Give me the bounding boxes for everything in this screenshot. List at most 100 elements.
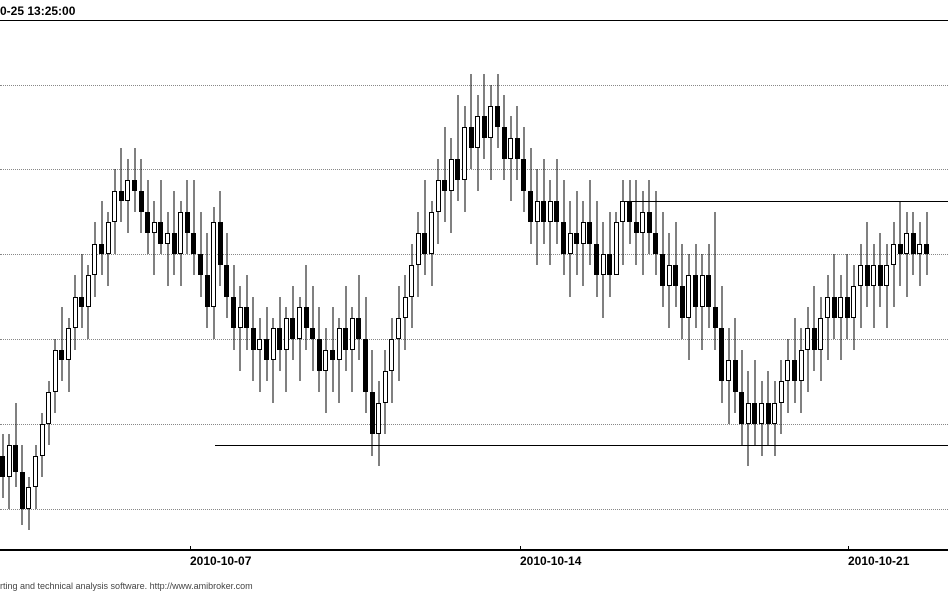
candle bbox=[884, 21, 889, 551]
axis-tick bbox=[190, 546, 191, 551]
candle bbox=[152, 21, 157, 551]
candle bbox=[733, 21, 738, 551]
candle bbox=[53, 21, 58, 551]
candle bbox=[191, 21, 196, 551]
candle bbox=[99, 21, 104, 551]
candle bbox=[686, 21, 691, 551]
candle bbox=[515, 21, 520, 551]
plot-area[interactable] bbox=[0, 20, 948, 550]
candle bbox=[825, 21, 830, 551]
candle bbox=[680, 21, 685, 551]
candle bbox=[792, 21, 797, 551]
candle bbox=[218, 21, 223, 551]
candle bbox=[0, 21, 5, 551]
candle bbox=[277, 21, 282, 551]
candle bbox=[178, 21, 183, 551]
candle bbox=[26, 21, 31, 551]
candle bbox=[726, 21, 731, 551]
candle bbox=[535, 21, 540, 551]
candle bbox=[271, 21, 276, 551]
candle bbox=[86, 21, 91, 551]
candle bbox=[832, 21, 837, 551]
candle bbox=[337, 21, 342, 551]
candle bbox=[106, 21, 111, 551]
candle bbox=[409, 21, 414, 551]
candle bbox=[185, 21, 190, 551]
candle bbox=[145, 21, 150, 551]
candle bbox=[13, 21, 18, 551]
candle bbox=[224, 21, 229, 551]
axis-label: 2010-10-21 bbox=[848, 554, 909, 568]
candle bbox=[59, 21, 64, 551]
candle bbox=[317, 21, 322, 551]
candle bbox=[759, 21, 764, 551]
candle bbox=[871, 21, 876, 551]
candle bbox=[917, 21, 922, 551]
candle bbox=[376, 21, 381, 551]
candle bbox=[416, 21, 421, 551]
candle bbox=[132, 21, 137, 551]
candle bbox=[766, 21, 771, 551]
candle bbox=[799, 21, 804, 551]
candle bbox=[554, 21, 559, 551]
candle bbox=[620, 21, 625, 551]
candle bbox=[469, 21, 474, 551]
candle bbox=[264, 21, 269, 551]
candle bbox=[475, 21, 480, 551]
candle bbox=[898, 21, 903, 551]
candle bbox=[310, 21, 315, 551]
candle bbox=[508, 21, 513, 551]
candle bbox=[422, 21, 427, 551]
candle bbox=[812, 21, 817, 551]
candle bbox=[482, 21, 487, 551]
candle bbox=[865, 21, 870, 551]
candle bbox=[713, 21, 718, 551]
candle bbox=[284, 21, 289, 551]
candle bbox=[112, 21, 117, 551]
candle bbox=[172, 21, 177, 551]
candle bbox=[878, 21, 883, 551]
candle bbox=[614, 21, 619, 551]
candle bbox=[383, 21, 388, 551]
candle bbox=[594, 21, 599, 551]
candle bbox=[158, 21, 163, 551]
candle bbox=[33, 21, 38, 551]
candle bbox=[79, 21, 84, 551]
candle bbox=[363, 21, 368, 551]
candle bbox=[304, 21, 309, 551]
candle bbox=[73, 21, 78, 551]
candle bbox=[205, 21, 210, 551]
candle bbox=[700, 21, 705, 551]
candle bbox=[92, 21, 97, 551]
candle bbox=[660, 21, 665, 551]
candle bbox=[574, 21, 579, 551]
candle bbox=[330, 21, 335, 551]
candle bbox=[238, 21, 243, 551]
chart-timestamp: 0-25 13:25:00 bbox=[0, 4, 75, 18]
candle bbox=[396, 21, 401, 551]
candle bbox=[211, 21, 216, 551]
axis-label: 2010-10-07 bbox=[190, 554, 251, 568]
candle bbox=[653, 21, 658, 551]
candle bbox=[436, 21, 441, 551]
candle bbox=[403, 21, 408, 551]
candle bbox=[581, 21, 586, 551]
candle bbox=[858, 21, 863, 551]
footer-credit: rting and technical analysis software. h… bbox=[0, 581, 253, 591]
candlestick-chart: 0-25 13:25:00 2010-10-072010-10-142010-1… bbox=[0, 0, 948, 593]
candle bbox=[350, 21, 355, 551]
candle bbox=[40, 21, 45, 551]
x-axis: 2010-10-072010-10-142010-10-21 bbox=[0, 550, 948, 575]
candle bbox=[785, 21, 790, 551]
candle bbox=[667, 21, 672, 551]
candle bbox=[455, 21, 460, 551]
candle bbox=[244, 21, 249, 551]
candle bbox=[502, 21, 507, 551]
candle bbox=[805, 21, 810, 551]
candle bbox=[442, 21, 447, 551]
candle bbox=[429, 21, 434, 551]
candle bbox=[297, 21, 302, 551]
candle bbox=[46, 21, 51, 551]
candle bbox=[746, 21, 751, 551]
candle bbox=[165, 21, 170, 551]
